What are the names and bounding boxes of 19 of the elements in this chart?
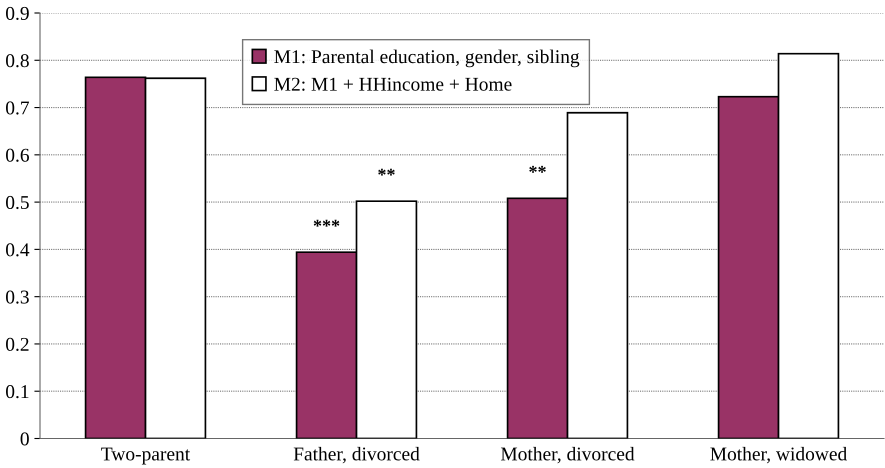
y-tick-label: 0.3 xyxy=(6,290,29,304)
legend-label: M1: Parental education, gender, sibling xyxy=(274,50,580,68)
y-tick-label: 0.9 xyxy=(6,6,29,20)
y-tick-label: 0.5 xyxy=(6,196,29,210)
x-tick-label: Mother, divorced xyxy=(500,446,634,464)
y-tick-label: 0.7 xyxy=(6,101,30,115)
y-tick-label: 0.6 xyxy=(6,148,30,162)
x-tick-label: Father, divorced xyxy=(294,446,420,464)
y-tick-label: 0.4 xyxy=(6,243,30,256)
x-tick-label: Mother, widowed xyxy=(710,446,847,464)
y-tick-label: 0.1 xyxy=(6,385,28,398)
y-tick-label: 0.2 xyxy=(6,338,29,351)
annotation: ** xyxy=(378,168,395,176)
y-tick-label: 0.8 xyxy=(6,54,29,68)
y-tick-label: 0 xyxy=(20,432,29,446)
annotation: *** xyxy=(314,220,340,227)
annotation: ** xyxy=(529,166,546,173)
legend-label: M2: M1 + HHincome + Home xyxy=(274,78,512,91)
x-tick-label: Two-parent xyxy=(101,448,190,464)
